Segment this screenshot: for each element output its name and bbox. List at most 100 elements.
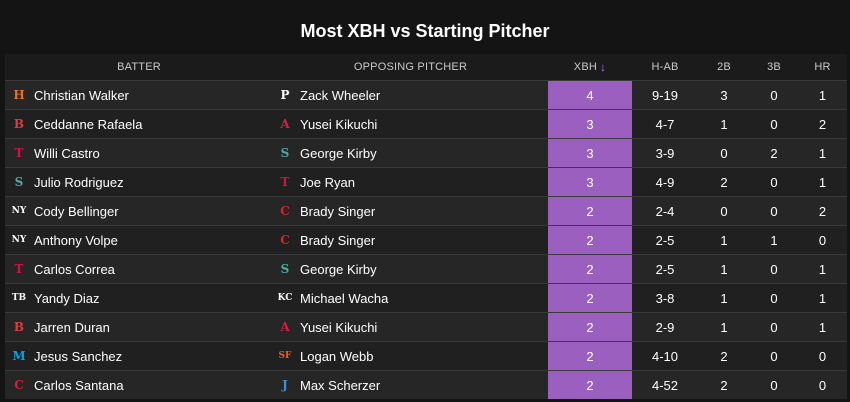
batter-name: Carlos Correa bbox=[34, 261, 115, 277]
table-row[interactable]: T Willi Castro S George Kirby 3 3-9 0 2 … bbox=[5, 138, 847, 167]
table-row[interactable]: C Carlos Santana J Max Scherzer 2 4-52 2… bbox=[5, 370, 847, 399]
table-row[interactable]: M Jesus Sanchez SF Logan Webb 2 4-10 2 0… bbox=[5, 341, 847, 370]
batter-name: Jesus Sanchez bbox=[34, 348, 123, 364]
hab-value: 3-8 bbox=[632, 283, 698, 312]
triples-value: 2 bbox=[750, 138, 798, 167]
table-row[interactable]: S Julio Rodriguez T Joe Ryan 3 4-9 2 0 1 bbox=[5, 167, 847, 196]
batter-name: Christian Walker bbox=[34, 87, 129, 103]
marlins-logo-icon: M bbox=[12, 349, 26, 363]
column-header-triples[interactable]: 3B bbox=[767, 61, 781, 73]
pitcher-name: Joe Ryan bbox=[300, 174, 355, 190]
page-title: Most XBH vs Starting Pitcher bbox=[300, 21, 550, 41]
batter-cell[interactable]: B Ceddanne Rafaela bbox=[5, 109, 273, 138]
red-sox-logo-icon: B bbox=[13, 117, 25, 131]
column-header-hab[interactable]: H-AB bbox=[651, 61, 679, 73]
doubles-value: 1 bbox=[698, 312, 750, 341]
column-header-pitcher[interactable]: OPPOSING PITCHER bbox=[353, 61, 468, 73]
hr-value: 2 bbox=[798, 109, 847, 138]
table-row[interactable]: T Carlos Correa S George Kirby 2 2-5 1 0… bbox=[5, 254, 847, 283]
column-header-hr[interactable]: HR bbox=[814, 61, 831, 73]
angels-logo-icon: A bbox=[280, 320, 290, 334]
table-header: BATTER OPPOSING PITCHER XBH ↓ H-AB 2B 3B… bbox=[5, 54, 847, 80]
pitcher-cell[interactable]: SF Logan Webb bbox=[273, 341, 548, 370]
rays-logo-icon: TB bbox=[11, 292, 27, 303]
hr-value: 1 bbox=[798, 312, 847, 341]
pitcher-cell[interactable]: S George Kirby bbox=[273, 138, 548, 167]
twins-logo-icon: T bbox=[280, 175, 290, 189]
batter-cell[interactable]: C Carlos Santana bbox=[5, 370, 273, 399]
table-row[interactable]: NY Cody Bellinger C Brady Singer 2 2-4 0… bbox=[5, 196, 847, 225]
hab-value: 2-5 bbox=[632, 225, 698, 254]
batter-name: Anthony Volpe bbox=[34, 232, 118, 248]
pitcher-name: Brady Singer bbox=[300, 232, 376, 248]
pitcher-name: Max Scherzer bbox=[300, 377, 381, 393]
hab-value: 2-9 bbox=[632, 312, 698, 341]
batter-cell[interactable]: M Jesus Sanchez bbox=[5, 341, 273, 370]
column-header-xbh[interactable]: XBH ↓ bbox=[548, 54, 632, 80]
doubles-value: 2 bbox=[698, 370, 750, 399]
doubles-value: 1 bbox=[698, 109, 750, 138]
pitcher-cell[interactable]: A Yusei Kikuchi bbox=[273, 109, 548, 138]
hr-value: 2 bbox=[798, 196, 847, 225]
doubles-value: 2 bbox=[698, 341, 750, 370]
batter-cell[interactable]: S Julio Rodriguez bbox=[5, 167, 273, 196]
pitcher-cell[interactable]: P Zack Wheeler bbox=[273, 80, 548, 109]
pitcher-cell[interactable]: C Brady Singer bbox=[273, 225, 548, 254]
doubles-value: 1 bbox=[698, 225, 750, 254]
batter-cell[interactable]: B Jarren Duran bbox=[5, 312, 273, 341]
xbh-value: 3 bbox=[548, 138, 632, 167]
xbh-value: 2 bbox=[548, 370, 632, 399]
doubles-value: 0 bbox=[698, 138, 750, 167]
doubles-value: 3 bbox=[698, 80, 750, 109]
xbh-value: 3 bbox=[548, 167, 632, 196]
batter-cell[interactable]: T Carlos Correa bbox=[5, 254, 273, 283]
table-row[interactable]: B Ceddanne Rafaela A Yusei Kikuchi 3 4-7… bbox=[5, 109, 847, 138]
batter-name: Cody Bellinger bbox=[34, 203, 119, 219]
doubles-value: 1 bbox=[698, 254, 750, 283]
table-row[interactable]: NY Anthony Volpe C Brady Singer 2 2-5 1 … bbox=[5, 225, 847, 254]
yankees-logo-icon: NY bbox=[11, 234, 27, 245]
column-header-doubles[interactable]: 2B bbox=[717, 61, 731, 73]
xbh-value: 4 bbox=[548, 80, 632, 109]
xbh-value: 2 bbox=[548, 225, 632, 254]
batter-cell[interactable]: NY Anthony Volpe bbox=[5, 225, 273, 254]
red-sox-logo-icon: B bbox=[13, 320, 25, 334]
batter-cell[interactable]: T Willi Castro bbox=[5, 138, 273, 167]
astros-logo-icon: H bbox=[13, 88, 25, 102]
pitcher-cell[interactable]: C Brady Singer bbox=[273, 196, 548, 225]
pitcher-cell[interactable]: S George Kirby bbox=[273, 254, 548, 283]
batter-cell[interactable]: NY Cody Bellinger bbox=[5, 196, 273, 225]
pitcher-name: George Kirby bbox=[300, 261, 377, 277]
batter-name: Jarren Duran bbox=[34, 319, 110, 335]
yankees-logo-icon: NY bbox=[11, 205, 27, 216]
hr-value: 1 bbox=[798, 138, 847, 167]
column-header-batter[interactable]: BATTER bbox=[117, 61, 161, 73]
twins-logo-icon: T bbox=[14, 262, 24, 276]
pitcher-cell[interactable]: A Yusei Kikuchi bbox=[273, 312, 548, 341]
reds-logo-icon: C bbox=[280, 204, 290, 218]
pitcher-name: Zack Wheeler bbox=[300, 87, 381, 103]
royals-logo-icon: KC bbox=[277, 292, 293, 303]
hab-value: 4-9 bbox=[632, 167, 698, 196]
table-row[interactable]: H Christian Walker P Zack Wheeler 4 9-19… bbox=[5, 80, 847, 109]
batter-name: Carlos Santana bbox=[34, 377, 124, 393]
xbh-value: 2 bbox=[548, 283, 632, 312]
pitcher-cell[interactable]: J Max Scherzer bbox=[273, 370, 548, 399]
pitcher-cell[interactable]: T Joe Ryan bbox=[273, 167, 548, 196]
angels-logo-icon: A bbox=[280, 117, 290, 131]
table-row[interactable]: TB Yandy Diaz KC Michael Wacha 2 3-8 1 0… bbox=[5, 283, 847, 312]
hab-value: 2-5 bbox=[632, 254, 698, 283]
pitcher-cell[interactable]: KC Michael Wacha bbox=[273, 283, 548, 312]
table-row[interactable]: B Jarren Duran A Yusei Kikuchi 2 2-9 1 0… bbox=[5, 312, 847, 341]
xbh-value: 3 bbox=[548, 109, 632, 138]
batter-name: Yandy Diaz bbox=[34, 290, 100, 306]
sort-descending-icon: ↓ bbox=[600, 60, 607, 74]
pitcher-name: Michael Wacha bbox=[300, 290, 389, 306]
batter-cell[interactable]: H Christian Walker bbox=[5, 80, 273, 109]
triples-value: 0 bbox=[750, 283, 798, 312]
triples-value: 0 bbox=[750, 341, 798, 370]
batter-cell[interactable]: TB Yandy Diaz bbox=[5, 283, 273, 312]
blue-jays-logo-icon: J bbox=[282, 378, 288, 392]
doubles-value: 2 bbox=[698, 167, 750, 196]
hab-value: 4-52 bbox=[632, 370, 698, 399]
